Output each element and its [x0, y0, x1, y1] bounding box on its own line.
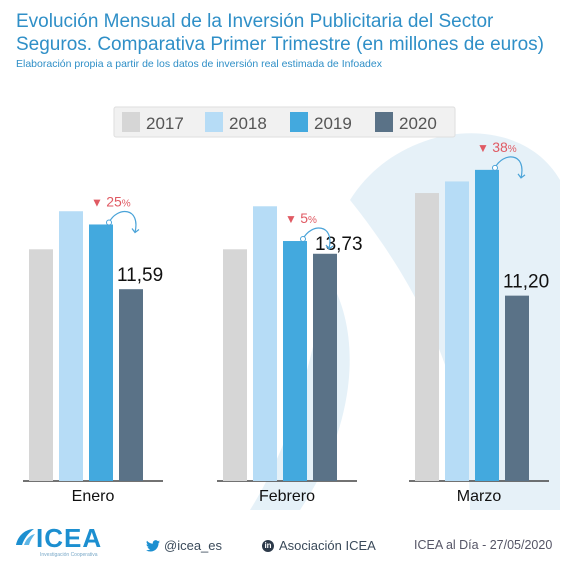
legend-label-2020: 2020 [399, 114, 437, 133]
value-label-Enero: 11,59 [117, 265, 163, 286]
legend-label-2018: 2018 [229, 114, 267, 133]
bar-Marzo-2017 [415, 193, 439, 481]
change-dot-Febrero [300, 236, 306, 243]
legend-swatch-2019 [290, 112, 308, 132]
chart-title: Evolución Mensual de la Inversión Public… [16, 11, 544, 55]
legend-label-2019: 2019 [314, 114, 352, 133]
legend-swatch-2020 [375, 112, 393, 132]
change-dot-Marzo [492, 164, 498, 171]
bar-Febrero-2019 [283, 241, 307, 481]
change-arrow-Marzo [494, 156, 523, 178]
category-label-Febrero: Febrero [259, 488, 315, 505]
icea-logo-icon [14, 527, 36, 552]
change-arrow-Febrero [302, 227, 331, 250]
twitter-link[interactable]: @icea_es [146, 538, 222, 553]
bar-Febrero-2018 [253, 206, 277, 481]
change-label-Marzo: ▼ 38% [477, 139, 517, 155]
icea-logo-tagline: Investigación Cooperativa [40, 552, 98, 558]
bar-Enero-2018 [59, 211, 83, 482]
bar-Enero-2017 [29, 249, 53, 481]
linkedin-name: Asociación ICEA [279, 538, 376, 553]
category-label-Marzo: Marzo [457, 488, 502, 505]
legend-box [113, 106, 456, 138]
icea-logo: ICEA [36, 523, 103, 553]
linkedin-icon: in [262, 539, 274, 552]
change-arrowhead-Febrero [325, 244, 334, 250]
footer-credit: ICEA al Día - 27/05/2020 [414, 538, 553, 552]
bar-Marzo-2020 [505, 295, 529, 481]
change-dot-Enero [106, 219, 112, 226]
bar-Enero-2019 [89, 224, 113, 481]
legend: 2017 2018 2019 2020 [113, 106, 456, 138]
linkedin-link[interactable]: in Asociación ICEA [262, 538, 376, 553]
change-arrow-Enero [108, 210, 137, 233]
value-label-Marzo: 11,20 [503, 272, 549, 293]
change-label-Febrero: ▼ 5% [285, 210, 317, 226]
bar-Marzo-2019 [475, 169, 499, 482]
legend-swatch-2018 [205, 112, 223, 132]
bar-Marzo-2018 [445, 181, 469, 481]
legend-label-2017: 2017 [146, 114, 184, 133]
twitter-icon [146, 539, 160, 552]
category-label-Enero: Enero [72, 488, 115, 505]
bars [29, 169, 529, 482]
legend-swatch-2017 [122, 112, 140, 132]
bar-Febrero-2020 [313, 253, 337, 481]
labels: Enero 11,59 ▼ 25% Febrero 13,73 ▼ 5% Marzo 11,2… [72, 139, 549, 505]
change-label-Enero: ▼ 25% [91, 193, 131, 209]
twitter-handle: @icea_es [164, 538, 223, 553]
chart-subtitle: Elaboración propia a partir de los datos… [16, 58, 382, 70]
bar-Febrero-2017 [223, 249, 247, 481]
change-arrowhead-Marzo [517, 173, 526, 179]
change-arrowhead-Enero [131, 228, 140, 234]
bar-Enero-2020 [119, 289, 143, 481]
value-label-Febrero: 13,73 [315, 234, 363, 255]
